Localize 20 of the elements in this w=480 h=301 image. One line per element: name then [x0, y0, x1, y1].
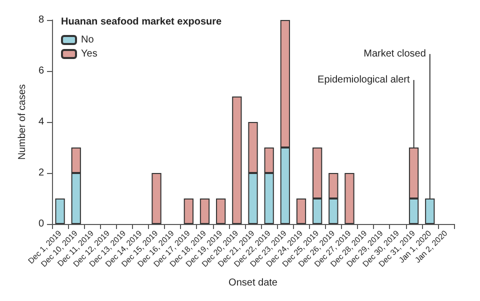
y-tick-label: 0	[38, 218, 44, 230]
bar	[216, 198, 226, 224]
ref-line-label: Market closed	[364, 48, 426, 60]
y-tick-label: 6	[38, 66, 44, 76]
y-tick-label: 8	[38, 14, 44, 26]
bar	[152, 173, 162, 224]
legend-label: No	[81, 34, 94, 46]
x-axis-title: Onset date	[228, 278, 278, 288]
ref-line-label: Epidemiological alert	[318, 74, 410, 86]
bar	[184, 198, 194, 224]
bar	[200, 198, 210, 224]
bar	[344, 173, 354, 224]
bar	[296, 198, 306, 224]
legend-title: Huanan seafood market exposure	[61, 16, 222, 28]
y-tick-label: 2	[38, 168, 44, 178]
y-axis-title: Number of cases	[17, 84, 28, 160]
legend-label: Yes	[81, 48, 98, 60]
bar	[232, 96, 242, 224]
bar	[55, 198, 65, 224]
y-tick-label: 4	[38, 116, 44, 128]
